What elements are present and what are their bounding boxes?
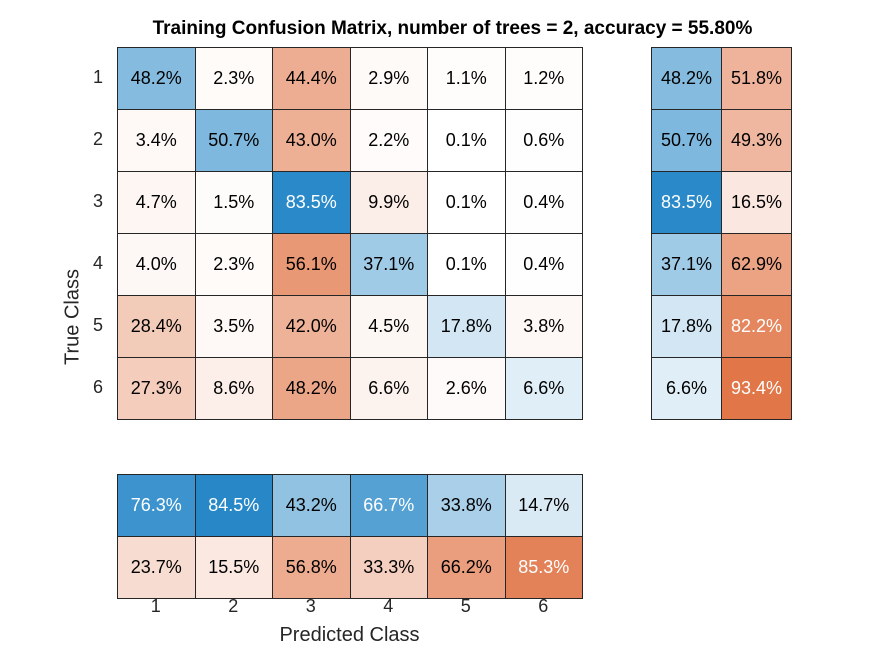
- y-tick-label: 6: [93, 377, 104, 397]
- matrix-cell-incorrect: 43.0%: [272, 109, 351, 172]
- row-summary-incorrect: 82.2%: [721, 295, 792, 358]
- matrix-cell-incorrect: 9.9%: [349, 171, 428, 234]
- x-tick-label: 5: [460, 596, 471, 616]
- matrix-cell-incorrect: 6.6%: [349, 357, 428, 420]
- column-summary-correct: 33.8%: [427, 474, 506, 537]
- matrix-cell-incorrect: 48.2%: [272, 357, 351, 420]
- row-summary-correct: 17.8%: [651, 295, 722, 358]
- matrix-cell-incorrect: 0.4%: [504, 233, 583, 296]
- column-summary-incorrect: 33.3%: [349, 536, 428, 599]
- y-axis-label: True Class: [61, 269, 84, 365]
- matrix-cell-incorrect: 2.2%: [349, 109, 428, 172]
- row-summary-incorrect: 49.3%: [721, 109, 792, 172]
- matrix-cell-incorrect: 4.0%: [117, 233, 196, 296]
- x-tick-label: 1: [150, 596, 161, 616]
- matrix-cell-incorrect: 4.5%: [349, 295, 428, 358]
- matrix-cell-incorrect: 0.1%: [427, 233, 506, 296]
- y-tick-label: 3: [93, 191, 104, 211]
- matrix-cell-correct: 6.6%: [504, 357, 583, 420]
- matrix-cell-incorrect: 2.6%: [427, 357, 506, 420]
- column-summary-correct: 66.7%: [349, 474, 428, 537]
- row-summary-correct: 37.1%: [651, 233, 722, 296]
- column-summary-incorrect: 56.8%: [272, 536, 351, 599]
- matrix-cell-correct: 50.7%: [194, 109, 273, 172]
- x-tick-label: 2: [228, 596, 239, 616]
- matrix-cell-incorrect: 2.3%: [194, 47, 273, 110]
- matrix-cell-incorrect: 0.1%: [427, 109, 506, 172]
- matrix-cell-correct: 37.1%: [349, 233, 428, 296]
- matrix-cell-incorrect: 1.1%: [427, 47, 506, 110]
- row-summary-incorrect: 51.8%: [721, 47, 792, 110]
- row-summary-correct: 83.5%: [651, 171, 722, 234]
- row-summary-correct: 6.6%: [651, 357, 722, 420]
- matrix-cell-incorrect: 28.4%: [117, 295, 196, 358]
- y-tick-label: 4: [93, 253, 104, 273]
- column-summary-correct: 84.5%: [194, 474, 273, 537]
- row-summary-correct: 48.2%: [651, 47, 722, 110]
- chart-title: Training Confusion Matrix, number of tre…: [152, 18, 753, 39]
- row-summary-incorrect: 16.5%: [721, 171, 792, 234]
- matrix-cell-incorrect: 4.7%: [117, 171, 196, 234]
- column-summary-incorrect: 15.5%: [194, 536, 273, 599]
- matrix-cell-incorrect: 0.1%: [427, 171, 506, 234]
- matrix-cell-incorrect: 8.6%: [194, 357, 273, 420]
- matrix-cell-incorrect: 27.3%: [117, 357, 196, 420]
- column-summary-incorrect: 66.2%: [427, 536, 506, 599]
- matrix-cell-correct: 48.2%: [117, 47, 196, 110]
- y-tick-label: 2: [93, 129, 104, 149]
- matrix-cell-incorrect: 44.4%: [272, 47, 351, 110]
- matrix-cell-incorrect: 3.5%: [194, 295, 273, 358]
- matrix-cell-incorrect: 3.4%: [117, 109, 196, 172]
- column-summary-incorrect: 23.7%: [117, 536, 196, 599]
- matrix-cell-incorrect: 56.1%: [272, 233, 351, 296]
- column-summary-correct: 76.3%: [117, 474, 196, 537]
- matrix-cell-incorrect: 1.2%: [504, 47, 583, 110]
- x-tick-label: 6: [538, 596, 549, 616]
- matrix-cell-incorrect: 0.4%: [504, 171, 583, 234]
- x-tick-label: 4: [383, 596, 394, 616]
- row-summary-correct: 50.7%: [651, 109, 722, 172]
- row-summary-incorrect: 93.4%: [721, 357, 792, 420]
- matrix-cell-incorrect: 2.9%: [349, 47, 428, 110]
- column-summary-incorrect: 85.3%: [504, 536, 583, 599]
- matrix-cell-correct: 83.5%: [272, 171, 351, 234]
- matrix-cell-correct: 17.8%: [427, 295, 506, 358]
- x-axis-label: Predicted Class: [279, 624, 420, 646]
- matrix-cell-incorrect: 0.6%: [504, 109, 583, 172]
- x-tick-label: 3: [305, 596, 316, 616]
- row-summary-incorrect: 62.9%: [721, 233, 792, 296]
- y-tick-label: 5: [93, 315, 104, 335]
- matrix-cell-incorrect: 2.3%: [194, 233, 273, 296]
- y-tick-label: 1: [93, 67, 104, 87]
- matrix-cell-incorrect: 1.5%: [194, 171, 273, 234]
- column-summary-correct: 14.7%: [504, 474, 583, 537]
- matrix-cell-incorrect: 42.0%: [272, 295, 351, 358]
- column-summary-correct: 43.2%: [272, 474, 351, 537]
- matrix-cell-incorrect: 3.8%: [504, 295, 583, 358]
